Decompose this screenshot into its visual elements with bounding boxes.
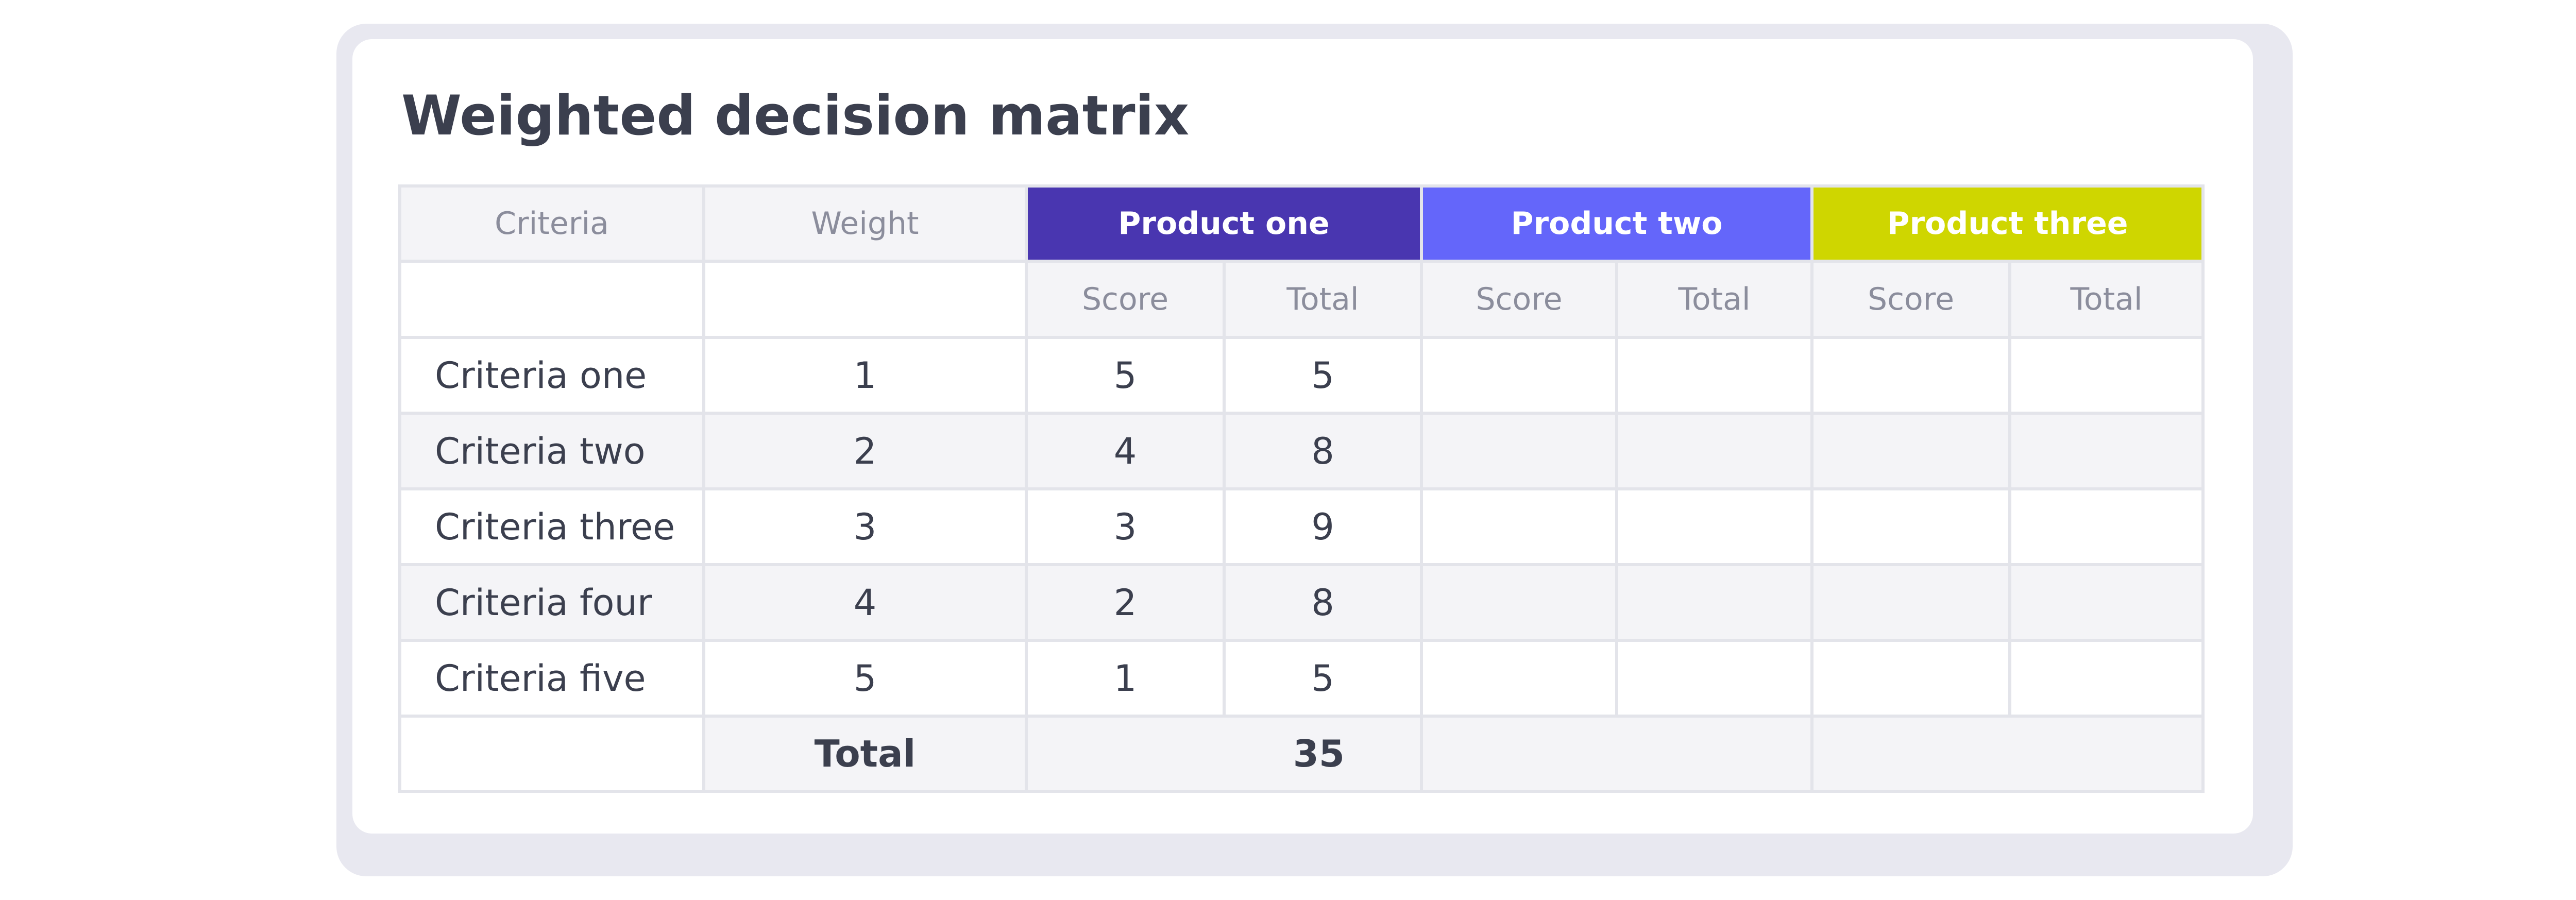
weight-cell: 4 xyxy=(702,563,1028,642)
decision-matrix-table: Criteria Weight Product one Product two … xyxy=(398,184,2205,793)
total-row: Total 35 xyxy=(398,715,2205,793)
header-product-three: Product three xyxy=(1810,184,2205,263)
subheader-p2-score: Score xyxy=(1420,260,1618,339)
p2-total-cell xyxy=(1615,336,1814,415)
p3-score-cell xyxy=(1810,487,2012,566)
weight-cell: 2 xyxy=(702,412,1028,490)
p1-total-cell: 8 xyxy=(1223,412,1423,490)
p1-score-cell: 3 xyxy=(1025,487,1226,566)
p2-score-cell xyxy=(1420,487,1618,566)
p1-total-cell: 5 xyxy=(1223,639,1423,718)
total-blank-cell xyxy=(398,715,705,793)
p3-total-cell xyxy=(2008,412,2205,490)
subheader-blank-criteria xyxy=(398,260,705,339)
matrix-card: Weighted decision matrix Criteria Weight… xyxy=(352,39,2253,834)
weight-cell: 3 xyxy=(702,487,1028,566)
table-row: Criteria four 4 2 8 xyxy=(398,563,2205,642)
table-row: Criteria one 1 5 5 xyxy=(398,336,2205,415)
criteria-cell: Criteria three xyxy=(398,487,705,566)
p2-score-cell xyxy=(1420,563,1618,642)
subheader-p2-total: Total xyxy=(1615,260,1814,339)
criteria-cell: Criteria one xyxy=(398,336,705,415)
weight-cell: 1 xyxy=(702,336,1028,415)
total-product-three xyxy=(1810,715,2205,793)
total-label: Total xyxy=(702,715,1028,793)
table-row: Criteria two 2 4 8 xyxy=(398,412,2205,490)
p3-total-cell xyxy=(2008,563,2205,642)
p1-score-cell: 4 xyxy=(1025,412,1226,490)
p2-score-cell xyxy=(1420,412,1618,490)
header-row: Criteria Weight Product one Product two … xyxy=(398,184,2205,263)
header-weight: Weight xyxy=(702,184,1028,263)
total-product-one: 35 xyxy=(1025,715,1423,793)
p3-score-cell xyxy=(1810,336,2012,415)
subheader-p1-score: Score xyxy=(1025,260,1226,339)
p2-total-cell xyxy=(1615,487,1814,566)
p3-score-cell xyxy=(1810,639,2012,718)
criteria-cell: Criteria five xyxy=(398,639,705,718)
table-row: Criteria five 5 1 5 xyxy=(398,639,2205,718)
p3-score-cell xyxy=(1810,412,2012,490)
header-product-one: Product one xyxy=(1025,184,1423,263)
criteria-cell: Criteria two xyxy=(398,412,705,490)
p2-total-cell xyxy=(1615,639,1814,718)
p2-total-cell xyxy=(1615,563,1814,642)
p2-score-cell xyxy=(1420,336,1618,415)
p1-score-cell: 1 xyxy=(1025,639,1226,718)
p1-score-cell: 5 xyxy=(1025,336,1226,415)
subheader-p3-total: Total xyxy=(2008,260,2205,339)
table-row: Criteria three 3 3 9 xyxy=(398,487,2205,566)
subheader-p3-score: Score xyxy=(1810,260,2012,339)
page-title: Weighted decision matrix xyxy=(401,84,1190,147)
total-product-two xyxy=(1419,715,1814,793)
subheader-p1-total: Total xyxy=(1223,260,1423,339)
subheader-row: Score Total Score Total Score Total xyxy=(398,260,2205,339)
p3-total-cell xyxy=(2008,639,2205,718)
matrix-frame: Weighted decision matrix Criteria Weight… xyxy=(336,24,2293,876)
p2-score-cell xyxy=(1420,639,1618,718)
p3-total-cell xyxy=(2008,487,2205,566)
p3-score-cell xyxy=(1810,563,2012,642)
header-product-two: Product two xyxy=(1419,184,1814,263)
p1-total-cell: 5 xyxy=(1223,336,1423,415)
p3-total-cell xyxy=(2008,336,2205,415)
p1-total-cell: 9 xyxy=(1223,487,1423,566)
p2-total-cell xyxy=(1615,412,1814,490)
subheader-blank-weight xyxy=(702,260,1028,339)
criteria-cell: Criteria four xyxy=(398,563,705,642)
p1-total-cell: 8 xyxy=(1223,563,1423,642)
weight-cell: 5 xyxy=(702,639,1028,718)
header-criteria: Criteria xyxy=(398,184,705,263)
p1-score-cell: 2 xyxy=(1025,563,1226,642)
